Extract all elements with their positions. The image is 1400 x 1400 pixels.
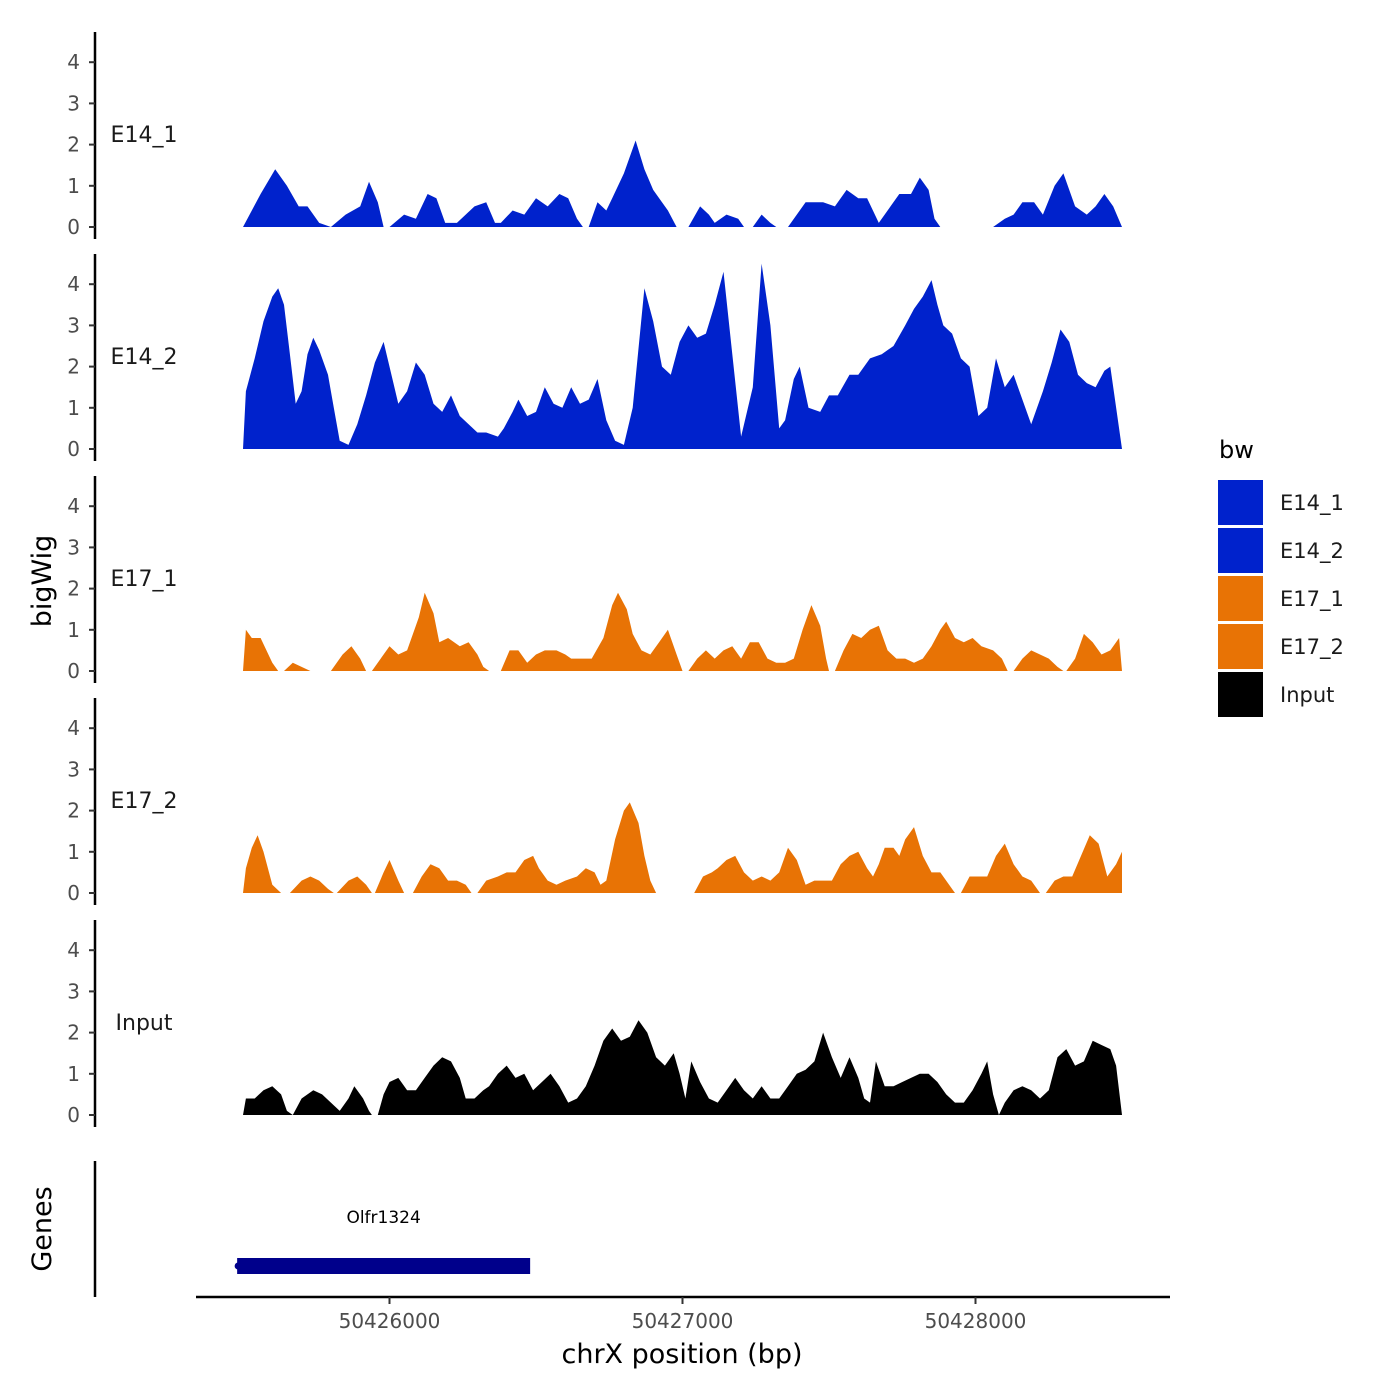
- x-axis-title: chrX position (bp): [561, 1339, 802, 1370]
- legend-swatch: [1218, 528, 1263, 573]
- y-tick-label: 3: [67, 979, 80, 1003]
- coverage-area-e14-1: [243, 140, 1122, 227]
- y-tick-label: 4: [67, 272, 80, 296]
- y-tick-label: 1: [67, 618, 80, 642]
- legend-label: E17_1: [1280, 587, 1344, 612]
- y-tick-label: 0: [67, 881, 80, 905]
- gene-label: Olfr1324: [346, 1208, 420, 1228]
- y-tick-label: 4: [67, 50, 80, 74]
- track-label: E17_2: [111, 789, 178, 814]
- y-tick-label: 1: [67, 396, 80, 420]
- coverage-area-e14-2: [243, 263, 1122, 449]
- y-tick-label: 1: [67, 1062, 80, 1086]
- y-tick-label: 2: [67, 133, 80, 157]
- track-label: Input: [116, 1011, 173, 1036]
- y-tick-label: 0: [67, 1103, 80, 1127]
- legend-swatch: [1218, 624, 1263, 669]
- y-tick-label: 2: [67, 577, 80, 601]
- y-tick-label: 2: [67, 355, 80, 379]
- y-tick-label: 2: [67, 799, 80, 823]
- track-label: E17_1: [111, 567, 178, 592]
- track-panel-e14-2: 0 1 2 3 4 E14_2: [67, 254, 1122, 461]
- y-tick-label: 3: [67, 91, 80, 115]
- y-tick-label: 1: [67, 840, 80, 864]
- y-tick-label: 4: [67, 938, 80, 962]
- legend-title: bw: [1219, 436, 1254, 464]
- legend-label: E14_1: [1280, 491, 1344, 516]
- genes-track-title: Genes: [27, 1186, 58, 1271]
- coverage-area-e17-1: [243, 592, 1122, 671]
- y-tick-label: 3: [67, 535, 80, 559]
- x-tick-label: 50427000: [632, 1309, 734, 1333]
- legend-label: E17_2: [1280, 635, 1344, 660]
- y-axis-title: bigWig: [27, 535, 58, 628]
- track-panel-e17-2: 0 1 2 3 4 E17_2: [67, 698, 1122, 905]
- track-panel-input: 0 1 2 3 4 Input: [67, 920, 1122, 1127]
- x-tick-label: 50426000: [339, 1309, 441, 1333]
- legend-label: Input: [1280, 683, 1334, 707]
- coverage-area-input: [243, 1020, 1122, 1115]
- genes-track: Olfr1324: [93, 1161, 531, 1297]
- y-tick-label: 3: [67, 313, 80, 337]
- legend-label: E14_2: [1280, 539, 1344, 564]
- gene-body: [237, 1258, 531, 1274]
- track-panel-e17-1: 0 1 2 3 4 E17_1: [67, 476, 1122, 683]
- y-tick-label: 4: [67, 494, 80, 518]
- x-axis: 50426000 50427000 50428000: [196, 1295, 1170, 1333]
- coverage-area-e17-2: [243, 802, 1122, 893]
- legend-swatch: [1218, 672, 1263, 717]
- y-tick-label: 3: [67, 757, 80, 781]
- x-tick-label: 50428000: [925, 1309, 1027, 1333]
- track-label: E14_1: [111, 123, 178, 148]
- y-tick-label: 4: [67, 716, 80, 740]
- legend-swatch: [1218, 576, 1263, 621]
- track-panel-e14-1: 0 1 2 3 4 E14_1: [67, 32, 1122, 239]
- legend: bw E14_1 E14_2 E17_1 E17_2 Input: [1218, 436, 1344, 717]
- y-tick-label: 1: [67, 174, 80, 198]
- gene-strand-mark: [234, 1262, 242, 1270]
- track-label: E14_2: [111, 345, 178, 370]
- y-tick-label: 2: [67, 1021, 80, 1045]
- y-tick-label: 0: [67, 659, 80, 683]
- y-tick-label: 0: [67, 215, 80, 239]
- y-tick-label: 0: [67, 437, 80, 461]
- legend-swatch: [1218, 480, 1263, 525]
- track-panels: 0 1 2 3 4 E14_1 0 1 2 3 4 E14_2 0 1 2 3 4 E17_1 0 1 2 3 4 E17_2…: [67, 32, 1122, 1127]
